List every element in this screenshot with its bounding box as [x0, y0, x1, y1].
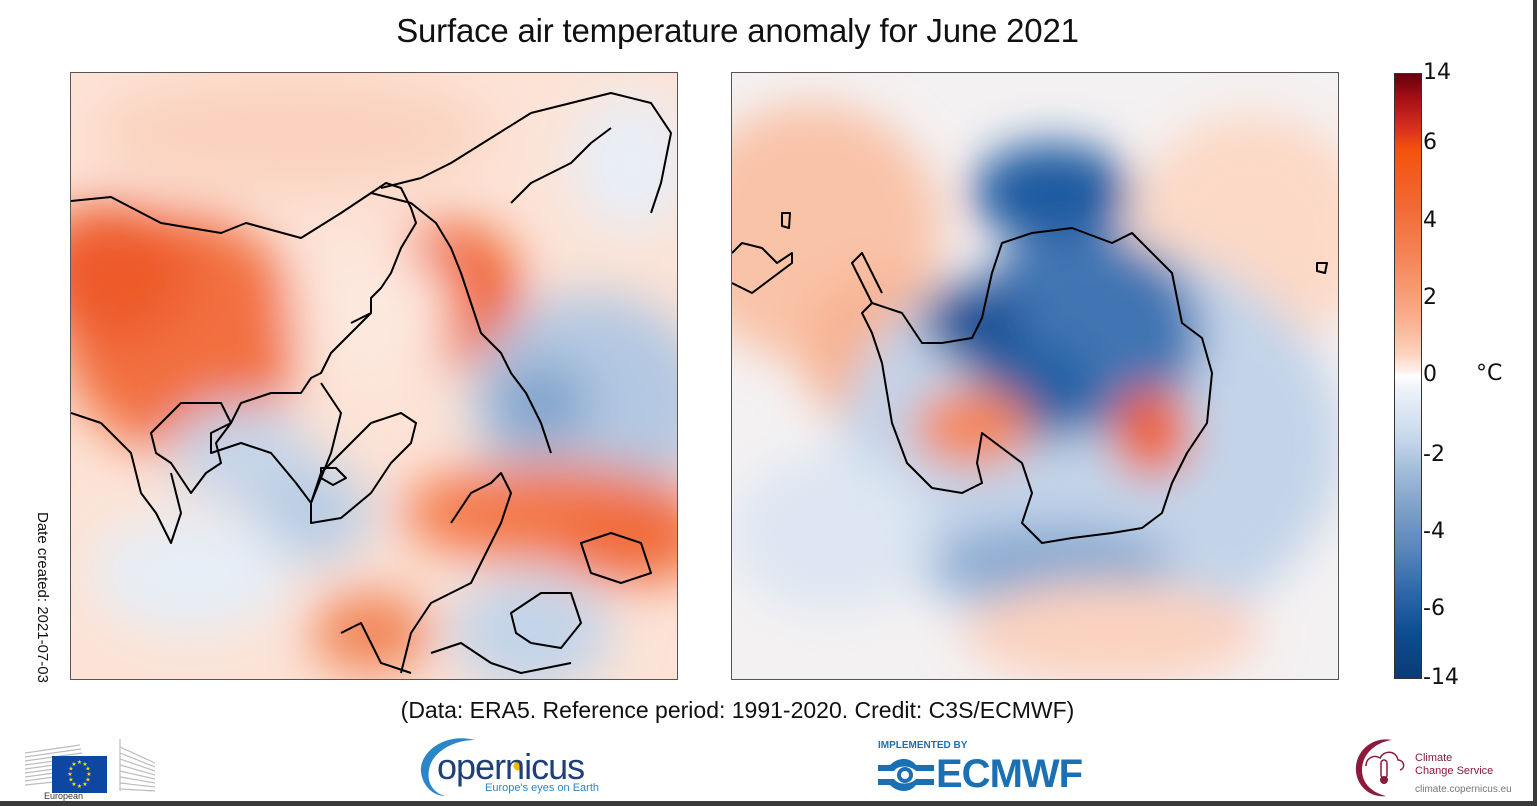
coastline-hudson: [150, 402, 232, 494]
copernicus-wordmark: opernicus: [437, 746, 585, 787]
north-heatmap: [71, 73, 677, 679]
copernicus-logo: opernicus Europe's eyes on Earth: [415, 734, 599, 798]
svg-text:★: ★: [82, 781, 87, 788]
eu-label: European: [44, 791, 84, 801]
svg-text:★: ★: [68, 777, 73, 784]
ecmwf-wordmark: ECMWF: [936, 752, 1083, 796]
coastline-europe: [340, 622, 412, 674]
coastline-labrador: [71, 412, 182, 544]
svg-text:★: ★: [71, 761, 76, 768]
anomaly-region: [91, 73, 491, 193]
implemented-by-label: IMPLEMENTED BY: [878, 740, 968, 751]
svg-text:★: ★: [68, 766, 73, 773]
european-commission-logo: ★ ★ ★ ★ ★ ★ ★ ★ ★ ★ ★ ★ European: [24, 733, 156, 801]
coastline-mediterranean: [430, 642, 572, 674]
colorbar-tick: 14: [1423, 60, 1451, 85]
anomaly-region: [491, 363, 591, 443]
anomaly-region: [71, 203, 191, 343]
c3s-url-link[interactable]: climate.copernicus.eu: [1415, 784, 1512, 795]
anomaly-region: [962, 583, 1262, 679]
svg-text:★: ★: [85, 777, 90, 784]
colorbar-unit-label: °C: [1476, 361, 1503, 386]
south-heatmap: [732, 73, 1338, 679]
coastline-antarctic-peninsula: [851, 252, 883, 304]
eu-flag-icon: [52, 756, 107, 793]
svg-text:★: ★: [71, 781, 76, 788]
eu-stars: ★ ★★★ ★★★★ ★★★★: [67, 759, 91, 790]
colorbar-tick: 4: [1423, 208, 1437, 233]
svg-text:★: ★: [67, 771, 72, 778]
coastlines-south: [732, 212, 1328, 544]
map-panel-south: [731, 72, 1339, 680]
anomaly-region: [451, 573, 611, 679]
anomaly-region: [1112, 388, 1192, 478]
map-panel-north: [70, 72, 678, 680]
coastline-greenland: [310, 412, 417, 524]
chart-title: Surface air temperature anomaly for June…: [396, 12, 1079, 49]
colorbar-tick: -2: [1423, 442, 1445, 467]
coastlines-north: [71, 92, 672, 674]
svg-text:★: ★: [82, 761, 87, 768]
anomaly-region: [91, 513, 291, 633]
copernicus-tagline: Europe's eyes on Earth: [485, 782, 600, 794]
date-created-label: Date created: 2021-07-03: [34, 512, 51, 683]
ecmwf-logo: IMPLEMENTED BY ECMWF: [876, 740, 1106, 796]
credit-subtitle: (Data: ERA5. Reference period: 1991-2020…: [400, 697, 1075, 723]
anomaly-region: [571, 93, 677, 233]
colorbar-tick: -6: [1423, 596, 1445, 621]
copernicus-sun-dot: [513, 761, 523, 771]
coastline-island: [781, 212, 791, 229]
colorbar-tick: -14: [1423, 665, 1459, 690]
coastline-black-sea: [580, 532, 652, 584]
colorbar-tick: 6: [1423, 130, 1437, 155]
colorbar-tick: -4: [1423, 519, 1445, 544]
svg-text:★: ★: [86, 771, 91, 778]
coastline-caspian: [510, 592, 582, 649]
colorbar-tick: 2: [1423, 285, 1437, 310]
colorbar: [1394, 73, 1422, 679]
ecmwf-wave-icon: [878, 759, 934, 791]
coastline-scandinavia: [400, 472, 512, 674]
anomaly-region: [732, 453, 932, 613]
c3s-thermometer-cloud-icon: [1355, 739, 1405, 797]
coastline-kamchatka: [510, 127, 612, 204]
c3s-line2: Change Service: [1415, 765, 1494, 777]
svg-text:★: ★: [77, 759, 82, 766]
colorbar-tick: 0: [1423, 362, 1437, 387]
eu-building-icon: ★ ★★★ ★★★★ ★★★★: [24, 739, 156, 793]
anomaly-region: [311, 593, 431, 673]
coastline-east-asia: [380, 92, 672, 214]
svg-text:★: ★: [85, 766, 90, 773]
climate-change-service-logo: Climate Change Service climate.copernicu…: [1352, 736, 1512, 800]
coastline-island: [1316, 262, 1328, 274]
coastline-siberia: [370, 192, 552, 454]
anomaly-region: [551, 503, 677, 583]
coastline-south-america: [732, 242, 793, 294]
coastline-iceland: [320, 467, 347, 486]
copernicus-arc-icon: [420, 738, 523, 796]
svg-text:★: ★: [77, 783, 82, 790]
c3s-line1: Climate: [1415, 752, 1453, 764]
anomaly-region: [972, 143, 1132, 243]
coastline-antarctica: [861, 227, 1213, 544]
